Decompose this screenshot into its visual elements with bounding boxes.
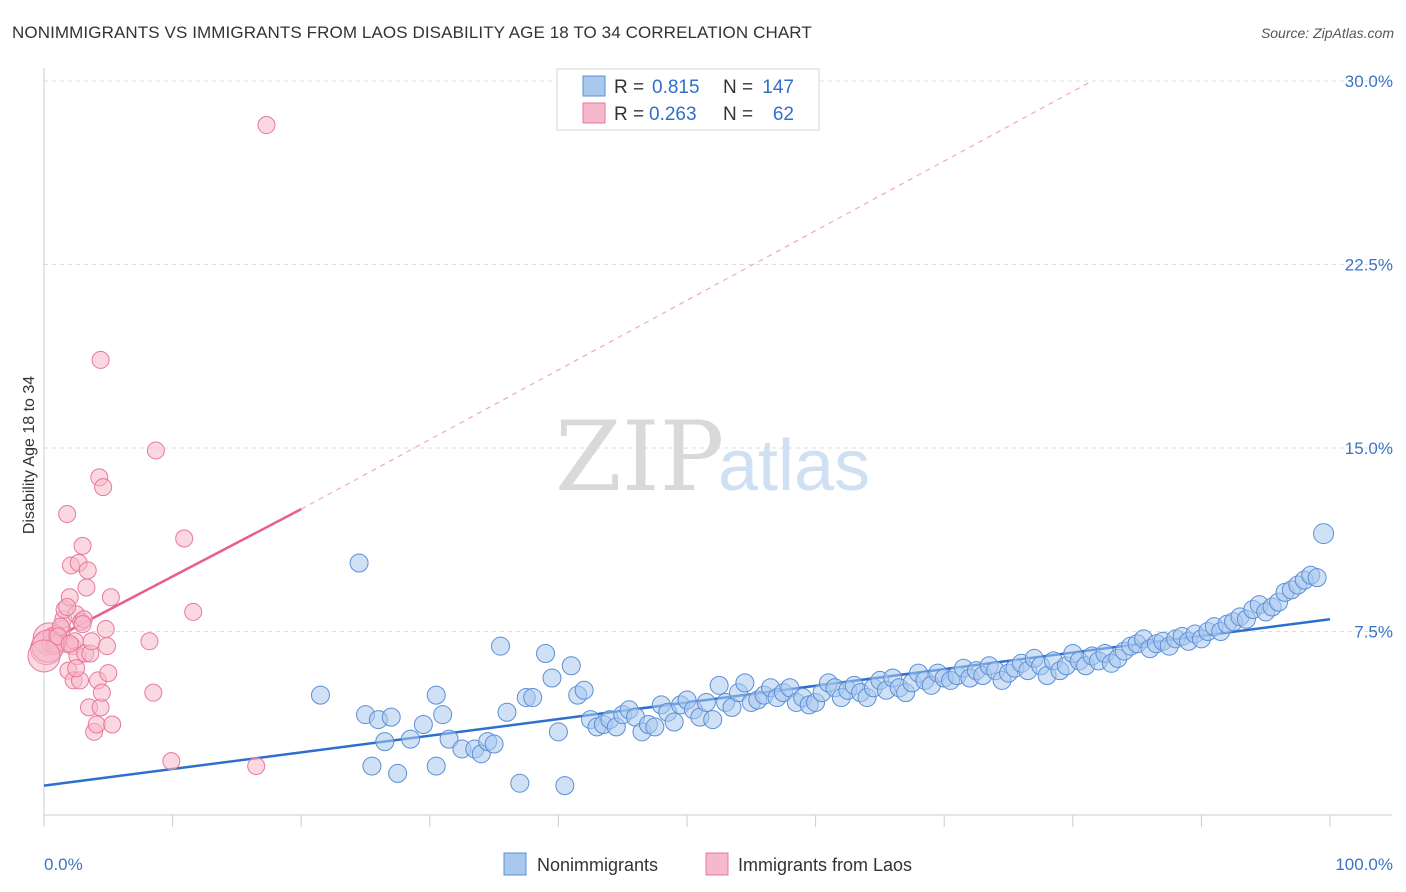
y-axis-label: Disability Age 18 to 34 [21,376,38,534]
point-laos-48 [184,602,203,621]
y-tick-label-3: 30.0% [1345,72,1393,91]
chart-title: NONIMMIGRANTS VS IMMIGRANTS FROM LAOS DI… [12,23,812,42]
point-laos-11 [58,505,77,524]
point-nonimmigrants-11 [426,685,446,705]
point-nonimmigrants-50 [703,710,723,730]
point-laos-47 [175,529,194,548]
point-nonimmigrants-44 [664,712,684,732]
point-laos-40 [99,664,118,683]
source-credit: Source: ZipAtlas.com [1260,25,1394,41]
legend-swatch-blue [582,75,606,97]
legend-r-value-1: 0.815 [652,77,700,98]
bottom-legend: Nonimmigrants Immigrants from Laos [503,852,912,876]
point-laos-46 [162,752,181,771]
point-laos-49 [247,757,266,776]
point-nonimmigrants-9 [413,714,433,734]
point-nonimmigrants-144 [1307,568,1327,588]
legend-r-label-1: R = [614,77,644,98]
point-nonimmigrants-30 [574,680,594,700]
point-nonimmigrants-51 [709,675,729,695]
point-nonimmigrants-55 [735,673,755,693]
point-nonimmigrants-28 [561,656,581,676]
point-nonimmigrants-5 [362,756,382,776]
point-laos-57 [73,615,92,634]
point-nonimmigrants-18 [484,734,504,754]
point-laos-56 [67,659,86,678]
point-nonimmigrants-6 [375,732,395,752]
x-tick-labels: 0.0% 100.0% [44,855,1393,874]
y-tick-label-1: 15.0% [1345,439,1393,458]
point-laos-26 [77,578,96,597]
watermark-zip: ZIP [555,401,724,513]
point-nonimmigrants-10 [426,756,446,776]
point-nonimmigrants-49 [696,692,716,712]
grid-lines [44,80,1392,632]
point-nonimmigrants-25 [542,668,562,688]
point-laos-32 [87,715,106,734]
point-laos-44 [144,683,163,702]
point-laos-41 [101,588,120,607]
points-nonimmigrants [310,523,1335,796]
point-nonimmigrants-24 [536,644,556,664]
point-laos-39 [98,637,117,656]
y-tick-label-2: 22.5% [1345,256,1393,275]
point-laos-51 [91,350,110,369]
point-nonimmigrants-27 [555,776,575,796]
legend-n-value-1: 147 [762,77,794,98]
bottom-legend-label-laos: Immigrants from Laos [738,855,912,875]
point-nonimmigrants-19 [491,636,511,656]
point-nonimmigrants-26 [548,722,568,742]
point-laos-43 [140,632,159,651]
legend-box: R = 0.815 N = 147 R = 0.263 N = 62 [556,68,820,131]
point-nonimmigrants-145 [1313,523,1335,545]
point-laos-36 [92,683,111,702]
point-nonimmigrants-7 [388,763,408,783]
axes [43,68,1392,827]
point-nonimmigrants-23 [523,688,543,708]
point-laos-61 [27,639,61,673]
point-nonimmigrants-13 [439,729,459,749]
x-tick-label-0: 0.0% [44,855,83,874]
point-nonimmigrants-12 [433,705,453,725]
point-nonimmigrants-4 [381,707,401,727]
point-laos-60 [60,634,79,653]
legend-n-value-2: 62 [773,104,794,125]
points-immigrants-laos [27,116,276,776]
point-nonimmigrants-1 [310,685,330,705]
point-laos-50 [257,116,276,135]
point-laos-37 [94,478,113,497]
legend-n-label-1: N = [723,77,753,98]
point-laos-38 [96,620,115,639]
watermark-atlas: atlas [718,426,870,506]
watermark: ZIP atlas [555,401,870,513]
legend-r-label-2: R = [614,104,644,125]
bottom-legend-swatch-blue [503,852,527,876]
point-laos-45 [146,441,165,460]
point-nonimmigrants-8 [401,729,421,749]
bottom-legend-swatch-pink [705,852,729,876]
point-laos-27 [78,561,97,580]
x-tick-label-1: 100.0% [1335,855,1393,874]
point-laos-53 [58,598,77,617]
point-laos-30 [82,632,101,651]
legend-r-value-2: 0.263 [649,104,697,125]
point-laos-42 [103,715,122,734]
legend-swatch-pink [582,102,606,124]
y-tick-label-0: 7.5% [1354,623,1393,642]
point-nonimmigrants-21 [510,773,530,793]
bottom-legend-label-nonimmigrants: Nonimmigrants [537,855,658,875]
legend-n-label-2: N = [723,104,753,125]
point-nonimmigrants-41 [645,717,665,737]
y-tick-labels: 7.5% 15.0% 22.5% 30.0% [1345,72,1393,642]
point-nonimmigrants-0 [349,553,369,573]
point-laos-23 [73,536,92,555]
point-nonimmigrants-20 [497,702,517,722]
